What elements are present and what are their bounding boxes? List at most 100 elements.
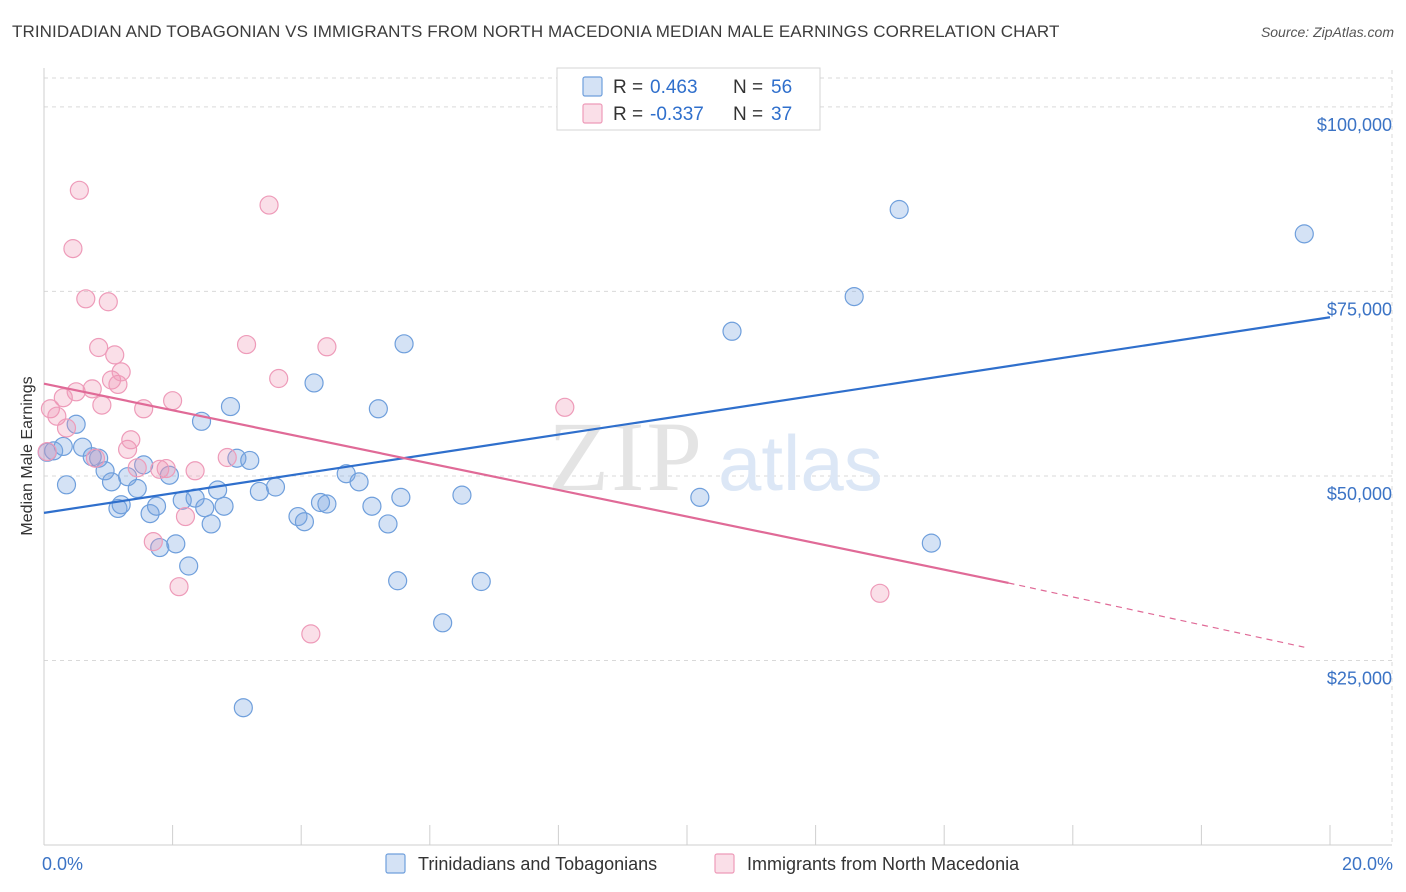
macedonia-point-29: [217, 447, 237, 468]
legend-r-label-0: R =: [613, 77, 643, 98]
trinidadian-point-47: [433, 613, 453, 633]
trinidadian-point-43: [378, 514, 398, 534]
watermark-atlas: atlas: [718, 419, 883, 507]
trinidadian-point-21: [179, 556, 199, 576]
trinidadian-point-51: [722, 321, 742, 341]
trinidadian-point-36: [304, 373, 324, 393]
macedonia-point-30: [236, 334, 257, 355]
macedonia-point-27: [175, 506, 196, 527]
trinidadian-point-35: [294, 512, 315, 532]
chart-title: TRINIDADIAN AND TOBAGONIAN VS IMMIGRANTS…: [12, 22, 1060, 41]
trinidadian-point-13: [127, 478, 147, 499]
trinidadian-point-16: [146, 496, 167, 516]
trinidadian-point-25: [201, 514, 221, 534]
trinidadian-point-55: [1294, 224, 1314, 244]
trinidadian-point-50: [690, 487, 710, 507]
macedonia-point-32: [269, 368, 289, 389]
y-tick-label-1: $50,000: [1327, 484, 1392, 504]
bottom-legend-label-1: Immigrants from North Macedonia: [747, 854, 1020, 874]
trinidadian-point-42: [368, 399, 388, 419]
trinidadian-point-30: [233, 698, 253, 718]
trinidadian-point-26: [208, 480, 228, 500]
trinidadian-point-4: [66, 414, 86, 434]
watermark: ZIP atlas: [548, 401, 883, 512]
macedonia-point-5: [63, 239, 83, 259]
legend-r-label-1: R =: [613, 104, 643, 125]
macedonia-point-16: [108, 374, 128, 395]
trinidadian-point-40: [349, 472, 369, 492]
legend-n-value-1: 37: [771, 104, 792, 125]
trinidadian-point-31: [240, 450, 260, 471]
bottom-legend-swatch-0: [385, 853, 406, 874]
macedonia-point-12: [92, 395, 112, 415]
macedonia-point-26: [169, 577, 189, 597]
legend-n-value-0: 56: [771, 77, 792, 98]
trend-layer: [43, 316, 1331, 648]
macedonia-point-19: [121, 430, 141, 450]
trinidadian-point-41: [362, 496, 382, 516]
trinidadian-point-9: [101, 472, 122, 492]
trinidadian-point-24: [195, 498, 215, 518]
macedonia-point-31: [259, 195, 279, 215]
macedonia-point-7: [69, 180, 89, 200]
labels-layer: $25,000 $50,000 $75,000 $100,000 0.0% 20.0% Me…: [19, 115, 1393, 874]
macedonia-point-22: [143, 532, 163, 552]
y-axis-label: Median Male Earnings: [19, 376, 36, 535]
legend-n-label-1: N =: [733, 104, 763, 125]
trinidadian-point-52: [844, 286, 864, 307]
trinidadian-point-15: [140, 503, 160, 524]
trinidadian-point-5: [72, 437, 93, 457]
macedonia-point-28: [185, 461, 205, 481]
points-layer: [37, 180, 1314, 718]
trinidadian-point-37: [310, 492, 331, 513]
legend-r-value-1: -0.337: [650, 104, 704, 125]
trinidadian-point-45: [391, 487, 411, 507]
trinidadian-point-54: [921, 533, 941, 553]
y-tick-label-3: $100,000: [1317, 115, 1392, 135]
legend-n-label-0: N =: [733, 77, 763, 98]
macedonia-point-20: [127, 458, 147, 478]
trinidadian-point-28: [220, 396, 241, 417]
trinidadian-point-11: [111, 495, 131, 515]
macedonia-point-0: [37, 441, 57, 462]
trinidadian-point-49: [471, 571, 491, 592]
macedonia-point-24: [156, 458, 176, 479]
y-tick-label-2: $75,000: [1327, 299, 1392, 319]
trinidadian-point-34: [288, 506, 308, 527]
macedonia-point-17: [111, 362, 131, 382]
trinidadian-point-32: [249, 481, 270, 502]
macedonia-point-13: [98, 292, 118, 312]
grid-layer: [44, 70, 1393, 845]
bottom-legend: Trinidadians and Tobagonians Immigrants f…: [385, 853, 1020, 874]
legend-swatch-1: [582, 103, 603, 124]
trinidadian-point-1: [44, 441, 64, 461]
trinidadian-point-46: [394, 334, 414, 354]
bottom-legend-swatch-1: [714, 853, 735, 874]
watermark-zip: ZIP: [548, 401, 704, 512]
trinidadian-point-3: [56, 475, 77, 495]
source-label: Source: ZipAtlas.com: [1260, 24, 1394, 40]
trinidadian-point-6: [82, 447, 102, 467]
trinidadian-point-53: [889, 199, 909, 220]
trinidadian-trend-line: [43, 316, 1331, 514]
trinidadian-point-2: [53, 436, 73, 457]
trinidadian-point-33: [265, 477, 286, 497]
trinidadian-point-10: [108, 498, 128, 519]
macedonia-point-15: [105, 345, 125, 365]
x-tick-label-1: 20.0%: [1342, 854, 1393, 874]
legend-swatch-0: [582, 76, 603, 97]
macedonia-point-10: [85, 448, 106, 468]
macedonia-point-23: [150, 459, 170, 479]
macedonia-point-1: [40, 399, 61, 419]
macedonia-point-33: [301, 624, 321, 644]
trinidadian-point-38: [317, 494, 337, 514]
bottom-legend-label-0: Trinidadians and Tobagonians: [418, 854, 657, 874]
trinidadian-point-44: [388, 571, 408, 591]
trinidadian-point-27: [214, 496, 234, 516]
trinidadian-point-19: [166, 534, 186, 554]
legend-box: R = 0.463 N = 56 R = -0.337 N = 37: [556, 67, 821, 131]
macedonia-point-34: [317, 337, 337, 357]
y-tick-label-0: $25,000: [1327, 668, 1392, 688]
macedonia-point-25: [163, 391, 183, 411]
